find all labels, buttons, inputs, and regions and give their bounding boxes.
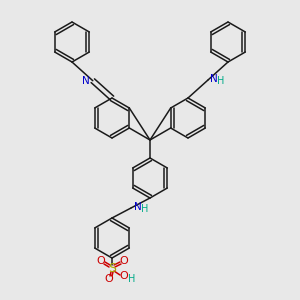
Text: H: H [128,274,136,284]
Text: O: O [97,256,105,266]
Text: N: N [134,202,142,212]
Text: S: S [108,262,116,275]
Text: O: O [120,256,128,266]
Text: H: H [141,204,148,214]
Text: N: N [210,74,218,84]
Text: O: O [120,271,128,281]
Text: H: H [217,76,224,86]
Text: N: N [82,76,90,86]
Text: O: O [105,274,113,284]
